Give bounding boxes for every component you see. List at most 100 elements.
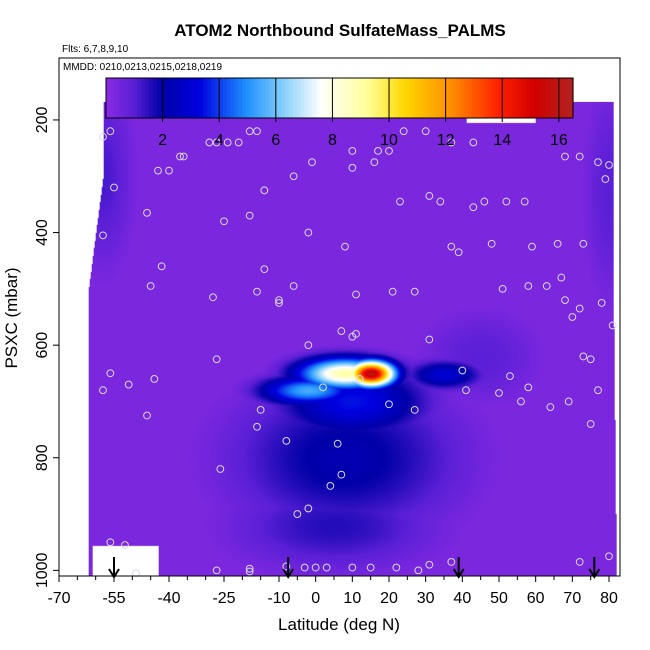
colorbar-segment <box>312 78 317 118</box>
observation-point <box>502 197 511 206</box>
colorbar-segment <box>292 78 298 118</box>
dates-note: MMDD: 0210,0213,0215,0218,0219 <box>63 62 222 73</box>
observation-point <box>308 158 316 167</box>
colorbar-segment <box>553 78 559 118</box>
observation-point <box>374 147 382 155</box>
observation-point <box>348 147 357 155</box>
observation-point <box>447 242 456 251</box>
colorbar-segment <box>339 78 344 118</box>
colorbar-segment <box>467 78 473 118</box>
observation-point <box>399 127 408 136</box>
observation-point <box>176 152 184 161</box>
colorbar-segment <box>288 78 294 118</box>
colorbar-segment <box>195 78 200 118</box>
observation-point <box>322 563 331 572</box>
y-tick-label: 1000 <box>34 552 51 588</box>
observation-point <box>462 386 470 395</box>
colorbar-segment <box>168 78 173 118</box>
colorbar-segment <box>440 78 446 118</box>
observation-point <box>385 147 393 155</box>
colorbar-segment <box>502 78 508 118</box>
colorbar-segment <box>199 78 204 118</box>
observation-point <box>165 166 173 175</box>
observation-point <box>542 282 551 290</box>
colorbar-segment <box>203 78 208 118</box>
colorbar-segment <box>487 78 492 118</box>
colorbar-segment <box>537 78 543 118</box>
colorbar-frame <box>105 77 574 119</box>
colorbar-segment <box>141 78 146 118</box>
observation-point <box>154 166 162 175</box>
observation-point <box>146 282 155 290</box>
observation-point <box>410 406 419 414</box>
observation-point <box>414 566 423 575</box>
colorbar-segment <box>506 78 512 118</box>
plot-frame <box>58 57 621 577</box>
colorbar-segment <box>327 78 333 118</box>
colorbar-segment <box>214 78 220 118</box>
colorbar-segment <box>432 78 438 118</box>
observation-point <box>205 138 214 147</box>
observation-point <box>385 400 393 409</box>
observation-point <box>561 296 569 305</box>
colorbar-segment <box>534 78 539 118</box>
observation-point <box>333 439 342 448</box>
colorbar-segment <box>382 78 387 118</box>
observation-point <box>275 299 283 307</box>
observation-point <box>469 138 478 147</box>
colorbar-segment <box>257 78 263 118</box>
colorbar-segment <box>238 78 243 118</box>
observation-point <box>253 422 261 431</box>
x-tick-label: 30 <box>417 590 435 607</box>
colorbar-segment <box>113 78 119 118</box>
colorbar-segment <box>269 78 274 118</box>
x-axis: -70 -55 -40 -25 -10 0 10 20 30 40 50 60 70 80 <box>47 576 618 607</box>
observation-point <box>260 186 269 195</box>
observation-point <box>575 558 584 566</box>
chart-title: ATOM2 Northbound SulfateMass_PALMS <box>174 21 506 40</box>
colorbar-segment <box>137 78 142 118</box>
x-tick-label: 10 <box>343 590 361 607</box>
observation-point <box>388 287 397 296</box>
arrow-head <box>588 568 601 579</box>
observation-point <box>143 411 151 420</box>
colorbar-tick-label: 2 <box>158 132 167 149</box>
x-tick-label: 40 <box>453 590 471 607</box>
colorbar-segments <box>106 78 574 118</box>
colorbar-segment <box>152 78 158 118</box>
colorbar-segment <box>393 78 399 118</box>
observation-point <box>392 563 401 572</box>
observation-point <box>245 127 254 136</box>
colorbar-segment <box>483 78 488 118</box>
observation-point <box>352 329 360 338</box>
observation-point <box>245 211 254 220</box>
x-tick-label: -10 <box>267 590 290 607</box>
observation-point <box>348 163 357 172</box>
colorbar-segment <box>234 78 239 118</box>
colorbar: 2 4 6 8 10 12 14 16 <box>105 77 574 149</box>
observation-point <box>366 563 375 572</box>
y-tick-label: 400 <box>34 219 51 246</box>
colorbar-segment <box>117 78 123 118</box>
colorbar-segment <box>261 78 267 118</box>
heatmap-image <box>84 101 617 576</box>
colorbar-segment <box>355 78 360 118</box>
colorbar-segment <box>479 78 485 118</box>
flight-arrow-markers <box>108 557 601 579</box>
observation-point <box>597 299 606 307</box>
observation-point <box>326 482 335 490</box>
colorbar-segment <box>285 78 290 118</box>
colorbar-segment <box>514 78 520 118</box>
colorbar-tick-label: 6 <box>271 132 280 149</box>
observation-point <box>220 217 228 226</box>
colorbar-segment <box>557 78 562 118</box>
colorbar-segment <box>397 78 403 118</box>
observation-point <box>524 383 533 392</box>
colorbar-segment <box>129 78 134 118</box>
observation-point <box>495 389 503 397</box>
observation-point <box>524 282 533 290</box>
colorbar-segment <box>144 78 150 118</box>
colorbar-ticks: 2 4 6 8 10 12 14 16 <box>158 78 568 149</box>
colorbar-segment <box>561 78 566 118</box>
